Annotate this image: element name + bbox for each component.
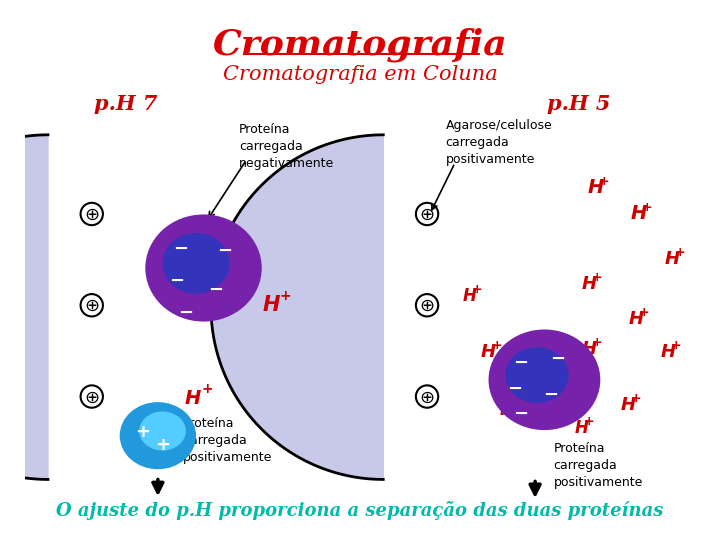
Text: +: + [155,436,170,454]
Circle shape [416,203,438,225]
Text: −: − [208,281,223,299]
Text: −: − [544,386,559,404]
Text: H: H [185,389,202,408]
Text: +: + [472,283,482,296]
Text: +: + [280,289,292,303]
Text: −: − [217,242,233,260]
Text: p.H 5: p.H 5 [547,94,611,114]
Text: p.H 7: p.H 7 [94,94,157,114]
Text: +: + [631,392,642,405]
Ellipse shape [145,214,262,321]
Text: ⊕: ⊕ [84,388,99,407]
Text: +: + [592,271,603,284]
Text: +: + [509,396,520,409]
Text: Cromatografia: Cromatografia [212,27,508,62]
Text: ⊕: ⊕ [420,297,435,315]
Text: +: + [135,423,150,441]
Text: H: H [582,275,597,293]
Text: ⊕: ⊕ [84,297,99,315]
Polygon shape [0,135,48,480]
Text: H: H [621,396,636,414]
Text: H: H [630,205,647,224]
Text: +: + [491,339,502,352]
Circle shape [416,294,438,316]
Text: +: + [598,175,609,188]
Text: +: + [642,201,652,214]
Text: O ajuste do p.H proporciona a separação das duas proteínas: O ajuste do p.H proporciona a separação … [56,501,664,519]
Circle shape [81,203,103,225]
Text: −: − [169,272,184,290]
Polygon shape [211,135,383,480]
Text: Agarose/celulose
carregada
positivamente: Agarose/celulose carregada positivamente [446,119,552,166]
Ellipse shape [489,329,600,430]
Text: H: H [629,310,644,328]
Text: ⊕: ⊕ [84,206,99,224]
Text: H: H [462,287,477,305]
Ellipse shape [163,233,230,294]
Ellipse shape [139,411,186,450]
Text: −: − [550,350,565,368]
Text: H: H [481,343,496,361]
Text: +: + [202,382,213,396]
Text: Proteína
carregada
positivamente: Proteína carregada positivamente [183,417,272,464]
Text: −: − [513,354,528,372]
Text: −: − [513,405,528,423]
Text: H: H [262,295,279,315]
Text: H: H [575,419,588,437]
Text: H: H [665,249,680,268]
Circle shape [416,386,438,408]
Circle shape [81,386,103,408]
Ellipse shape [120,402,196,469]
Text: H: H [500,401,513,418]
Text: ⊕: ⊕ [420,388,435,407]
Text: Cromatografia em Coluna: Cromatografia em Coluna [222,65,498,84]
Text: ⊕: ⊕ [420,206,435,224]
Text: +: + [592,336,603,349]
Text: +: + [583,415,594,428]
Text: +: + [671,339,682,352]
Text: Proteína
carregada
negativamente: Proteína carregada negativamente [239,123,334,170]
Text: Proteína
carregada
positivamente: Proteína carregada positivamente [554,442,643,489]
Text: −: − [507,380,522,398]
Text: +: + [639,306,649,319]
Text: −: − [174,240,189,258]
Text: H: H [588,178,603,198]
Text: H: H [661,343,676,361]
Text: −: − [179,303,194,322]
Text: H: H [582,340,597,358]
Text: +: + [675,246,685,259]
Ellipse shape [505,347,569,403]
Circle shape [81,294,103,316]
